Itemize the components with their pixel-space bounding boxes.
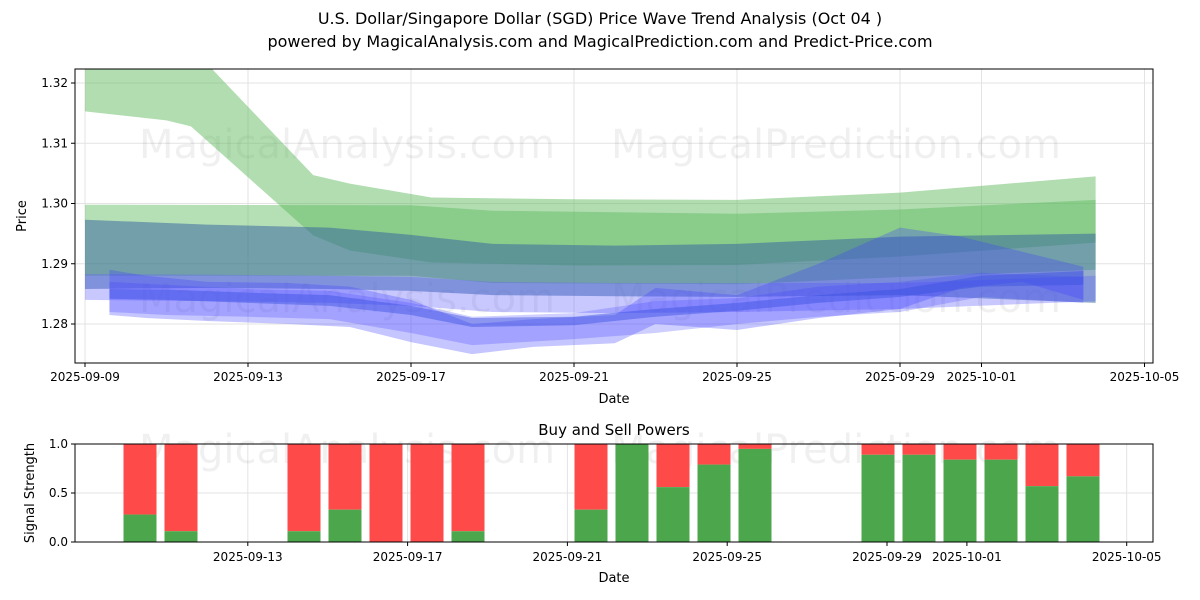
sell-bar [656,444,690,488]
chart-subtitle: powered by MagicalAnalysis.com and Magic… [267,32,933,51]
sell-bar [410,444,444,542]
buy-bar [1066,476,1100,542]
x-tick-label: 2025-09-21 [539,370,609,384]
sell-bar [328,444,362,510]
y-tick-label: 1.29 [41,257,68,271]
buy-bar [451,531,485,542]
buy-bar [902,454,936,542]
sell-bar [902,444,936,455]
buy-bar [861,454,895,542]
y-tick-label: 1.0 [49,437,68,451]
x-tick-label: 2025-09-25 [702,370,772,384]
x-tick-label: 2025-09-09 [50,370,120,384]
y-tick-label: 0.5 [49,486,68,500]
sell-bar [697,444,731,465]
sell-bar [861,444,895,455]
x-tick-label: 2025-10-01 [932,550,1002,564]
buy-bar [574,509,608,542]
watermark: MagicalAnalysis.com [139,122,555,168]
y-tick-label: 1.31 [41,136,68,150]
buy-bar [1025,486,1059,542]
y-axis-label: Price [15,200,30,232]
x-tick-label: 2025-09-21 [533,550,603,564]
buy-bar [615,444,649,542]
buy-bar [943,459,977,542]
sell-bar [369,444,403,542]
buy-bar [697,464,731,542]
y-tick-label: 0.0 [49,535,68,549]
buy-bar [287,531,321,542]
price-wave-band [109,272,1084,346]
buy-bar [328,509,362,542]
price-wave-band [109,227,1084,355]
plot-frame [74,443,1154,543]
bar-chart-title: Buy and Sell Powers [538,421,690,439]
buy-bar [738,448,772,542]
sell-bar [164,444,198,532]
x-tick-label: 2025-10-01 [947,370,1017,384]
x-tick-label: 2025-09-13 [213,550,283,564]
x-tick-label: 2025-09-17 [376,370,446,384]
x-tick-label: 2025-09-13 [213,370,283,384]
x-tick-label: 2025-09-25 [692,550,762,564]
sell-bar [1025,444,1059,487]
sell-bar [738,444,772,449]
buy-bar [123,514,157,542]
x-axis-label: Date [598,392,629,407]
x-tick-label: 2025-10-05 [1110,370,1180,384]
y-tick-label: 1.28 [41,317,68,331]
buy-bar [984,459,1018,542]
sell-bar [943,444,977,460]
sell-bar [984,444,1018,460]
buy-bar [656,487,690,542]
price-wave-band [85,273,1096,314]
sell-bar [1066,444,1100,477]
sell-bar [451,444,485,532]
chart-title: U.S. Dollar/Singapore Dollar (SGD) Price… [317,9,883,28]
y-tick-label: 1.32 [41,76,68,90]
sell-bar [123,444,157,515]
bands [85,69,1096,355]
watermark: MagicalPrediction.com [611,122,1061,168]
x-tick-label: 2025-09-17 [373,550,443,564]
plot-frame [74,68,1154,364]
price-wave-band [85,219,1096,303]
x-tick-label: 2025-10-05 [1092,550,1162,564]
price-wave-band [109,270,1084,328]
x-axis-label: Date [598,571,629,586]
sell-bar [287,444,321,532]
x-tick-label: 2025-09-29 [865,370,935,384]
buy-bar [164,531,198,542]
y-axis-label: Signal Strength [23,443,38,543]
sell-bar [574,444,608,510]
y-tick-label: 1.30 [41,197,68,211]
price-wave-band [85,69,1096,266]
x-tick-label: 2025-09-29 [852,550,922,564]
